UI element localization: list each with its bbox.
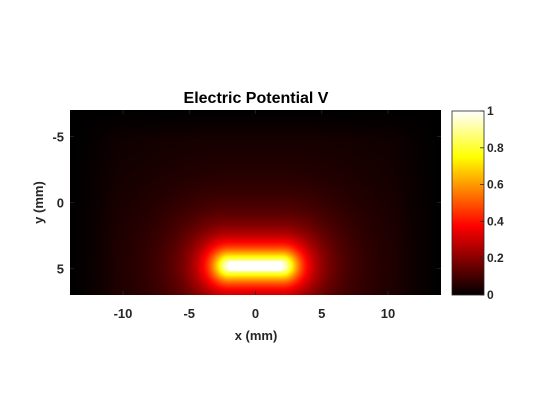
colorbar-gradient [451, 110, 485, 296]
colorbar-tick-label: 0.2 [487, 251, 504, 265]
x-tick-label: -5 [183, 306, 195, 321]
y-tick-label: -5 [52, 129, 64, 144]
chart-title: Electric Potential V [184, 90, 329, 107]
x-axis-label: x (mm) [235, 328, 278, 343]
x-tick-label: 5 [318, 306, 325, 321]
x-axis: -10 -5 0 5 10 [114, 110, 395, 321]
y-axis-label: y (mm) [31, 181, 46, 224]
colorbar-tick-label: 0.4 [487, 214, 504, 228]
x-tick-label: -10 [114, 306, 133, 321]
colorbar-ticks: 0 0.2 0.4 0.6 0.8 1 [480, 104, 504, 302]
colorbar-tick-label: 0.8 [487, 141, 504, 155]
y-tick-label: 5 [57, 262, 64, 277]
potential-field [70, 110, 441, 295]
colorbar: 0 0.2 0.4 0.6 0.8 1 [451, 104, 504, 302]
y-tick-label: 0 [57, 196, 64, 211]
x-tick-label: 10 [381, 306, 395, 321]
colorbar-tick-label: 0.6 [487, 178, 504, 192]
x-tick-label: 0 [252, 306, 259, 321]
y-axis: -5 0 5 [52, 129, 441, 277]
colorbar-tick-label: 0 [487, 288, 494, 302]
heatmap-area [70, 110, 441, 295]
colorbar-tick-label: 1 [487, 104, 494, 118]
